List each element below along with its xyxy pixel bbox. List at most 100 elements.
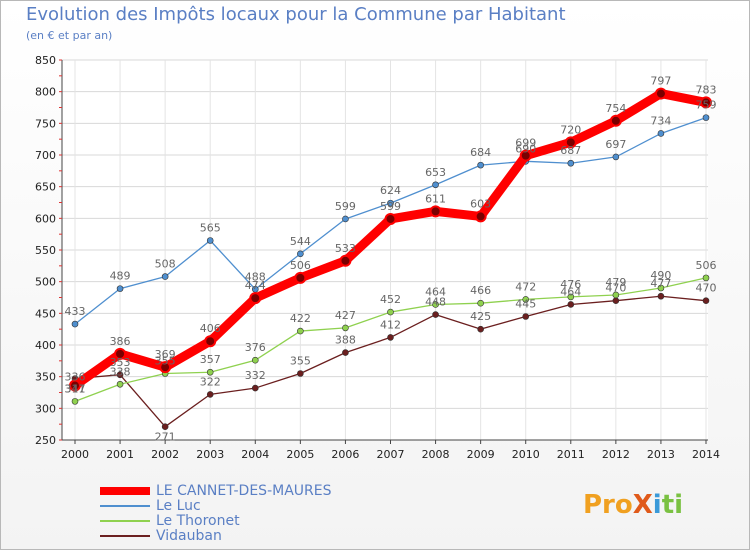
y-tick-label: 250 bbox=[35, 434, 56, 447]
y-tick-label: 400 bbox=[35, 339, 56, 352]
y-tick-label: 650 bbox=[35, 181, 56, 194]
data-point bbox=[700, 96, 712, 109]
x-tick-label: 2011 bbox=[557, 448, 585, 461]
data-label: 445 bbox=[515, 298, 536, 311]
data-point bbox=[116, 371, 124, 379]
data-point bbox=[339, 254, 352, 267]
data-point bbox=[612, 153, 620, 161]
data-label: 506 bbox=[696, 259, 717, 272]
legend-item: Le Thoronet bbox=[100, 512, 332, 529]
data-point bbox=[251, 384, 259, 392]
data-point bbox=[161, 273, 169, 280]
x-tick-label: 2013 bbox=[647, 448, 675, 461]
x-tick-label: 2007 bbox=[377, 448, 405, 461]
data-point bbox=[161, 423, 169, 431]
data-label: 448 bbox=[425, 296, 446, 309]
legend-label: Le Luc bbox=[156, 497, 201, 514]
data-label: 464 bbox=[425, 285, 446, 298]
data-label: 357 bbox=[200, 353, 221, 366]
data-label: 332 bbox=[245, 369, 266, 382]
data-point bbox=[567, 293, 575, 301]
data-point bbox=[657, 130, 665, 137]
data-label: 684 bbox=[470, 146, 491, 159]
legend-swatch bbox=[100, 486, 150, 495]
y-tick-label: 450 bbox=[35, 307, 56, 320]
data-label: 464 bbox=[560, 285, 581, 298]
data-point bbox=[71, 320, 79, 328]
data-label: 406 bbox=[200, 322, 221, 335]
data-point bbox=[159, 361, 172, 374]
y-tick-label: 800 bbox=[35, 86, 56, 99]
data-label: 506 bbox=[290, 259, 311, 272]
data-label: 470 bbox=[605, 282, 626, 295]
data-label: 322 bbox=[200, 375, 221, 388]
legend-label: Vidauban bbox=[156, 527, 222, 544]
data-label: 479 bbox=[605, 276, 626, 289]
data-point bbox=[477, 325, 484, 333]
data-label: 653 bbox=[425, 166, 446, 179]
data-point bbox=[432, 181, 439, 189]
data-label: 687 bbox=[560, 144, 581, 157]
x-tick-label: 2010 bbox=[512, 448, 540, 461]
data-point bbox=[609, 114, 622, 127]
data-label: 603 bbox=[470, 197, 491, 210]
data-point bbox=[342, 215, 349, 223]
data-point bbox=[342, 349, 349, 356]
data-label: 347 bbox=[65, 383, 86, 396]
y-tick-label: 550 bbox=[35, 244, 56, 257]
y-tick-label: 500 bbox=[35, 276, 56, 289]
data-label: 425 bbox=[470, 310, 491, 323]
x-tick-label: 2014 bbox=[692, 448, 720, 461]
x-tick-label: 2000 bbox=[61, 448, 89, 461]
data-point bbox=[297, 370, 304, 377]
data-label: 338 bbox=[110, 365, 131, 378]
data-label: 624 bbox=[380, 184, 401, 197]
data-label: 422 bbox=[290, 312, 311, 325]
y-tick-label: 850 bbox=[35, 54, 56, 67]
data-point bbox=[116, 380, 124, 388]
data-label: 336 bbox=[65, 371, 86, 384]
data-point bbox=[114, 347, 127, 360]
y-tick-label: 350 bbox=[35, 371, 56, 384]
data-label: 388 bbox=[335, 334, 356, 347]
data-point bbox=[567, 159, 575, 167]
legend-label: Le Thoronet bbox=[156, 512, 240, 529]
data-point bbox=[432, 301, 439, 308]
data-label: 477 bbox=[650, 277, 671, 290]
y-tick-label: 300 bbox=[35, 402, 56, 415]
data-point bbox=[657, 284, 665, 292]
data-label: 472 bbox=[515, 280, 536, 293]
data-label: 759 bbox=[696, 99, 717, 112]
data-label: 533 bbox=[335, 242, 356, 255]
data-point bbox=[702, 114, 710, 121]
data-point bbox=[206, 391, 214, 398]
legend: LE CANNET-DES-MAURES Le Luc Le Thoronet … bbox=[100, 483, 332, 544]
data-point bbox=[432, 311, 439, 318]
data-label: 699 bbox=[515, 137, 536, 150]
data-point bbox=[206, 237, 214, 244]
data-point bbox=[116, 285, 124, 292]
x-tick-label: 2012 bbox=[602, 448, 630, 461]
data-label: 720 bbox=[560, 123, 581, 136]
y-tick-label: 750 bbox=[35, 117, 56, 130]
data-label: 690 bbox=[515, 142, 536, 155]
data-label: 466 bbox=[470, 284, 491, 297]
legend-item: Vidauban bbox=[100, 527, 332, 544]
data-point bbox=[612, 297, 620, 304]
data-point bbox=[522, 296, 530, 303]
data-point bbox=[387, 308, 394, 316]
data-label: 599 bbox=[380, 200, 401, 213]
data-label: 565 bbox=[200, 222, 221, 235]
y-tick-label: 600 bbox=[35, 212, 56, 225]
data-label: 470 bbox=[696, 282, 717, 295]
x-tick-label: 2008 bbox=[422, 448, 450, 461]
data-point bbox=[294, 271, 307, 284]
legend-item: Le Luc bbox=[100, 497, 332, 514]
x-tick-label: 2005 bbox=[286, 448, 314, 461]
data-label: 353 bbox=[110, 356, 131, 369]
data-label: 311 bbox=[65, 382, 86, 395]
data-label: 355 bbox=[290, 355, 311, 368]
x-tick-label: 2003 bbox=[196, 448, 224, 461]
x-tick-label: 2001 bbox=[106, 448, 134, 461]
data-point bbox=[249, 292, 262, 305]
